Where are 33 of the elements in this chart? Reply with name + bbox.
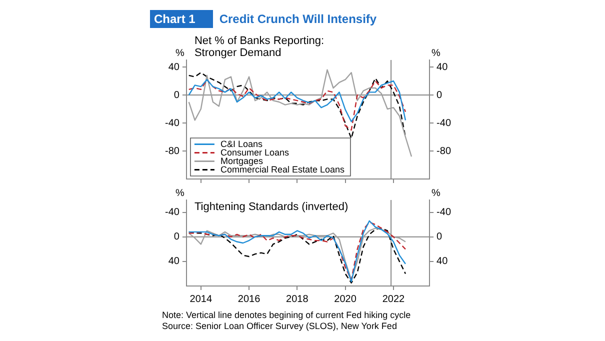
legend-label: Mortgages	[220, 156, 264, 166]
x-tick-label: 2016	[238, 294, 261, 305]
legend-label: Consumer Loans	[220, 148, 290, 158]
y2-tick-label: 40	[436, 62, 448, 73]
y2-tick-label: 0	[436, 90, 443, 101]
y-tick-label: 0	[174, 232, 180, 243]
legend-label: Commercial Real Estate Loans	[220, 164, 346, 175]
y2-tick-label: 0	[436, 232, 443, 243]
y-tick-label: -40	[165, 118, 180, 129]
chart-title: Net % of Banks Reporting: Stronger Demand	[194, 35, 324, 59]
chart-title: Tightening Standards (inverted)	[194, 201, 348, 213]
x-tick-label: 2022	[382, 294, 406, 305]
y2-tick-label: -80	[436, 146, 452, 157]
x-tick-label: 2020	[334, 294, 357, 305]
x-tick-label: 2014	[190, 294, 212, 305]
y-tick-label: 40	[168, 256, 180, 268]
y2-tick-label: 40	[436, 256, 448, 268]
y-tick-label: 0	[174, 90, 180, 101]
y2-axis-title: %	[432, 48, 441, 59]
text: Note: Vertical line denotes begining of current Fed hiking cycle	[161, 310, 412, 321]
y-axis-title: %	[176, 48, 185, 59]
y2-tick-label: -40	[436, 207, 452, 218]
source-note: Source: Senior Loan Officer Survey (SLOS), New York Fed	[161, 321, 398, 332]
legend-label: C&I Loans	[220, 139, 263, 150]
caption: Chart 1	[150, 10, 214, 28]
text: Credit Crunch Will Intensify	[219, 12, 377, 26]
y-tick-label: -40	[165, 207, 180, 218]
y-tick-label: 40	[168, 62, 180, 73]
x-tick-label: 2018	[286, 294, 309, 305]
y-tick-label: -80	[165, 146, 180, 157]
y2-tick-label: -40	[436, 118, 452, 129]
y2-axis-title: %	[432, 188, 441, 199]
y-axis-title: %	[176, 188, 185, 199]
